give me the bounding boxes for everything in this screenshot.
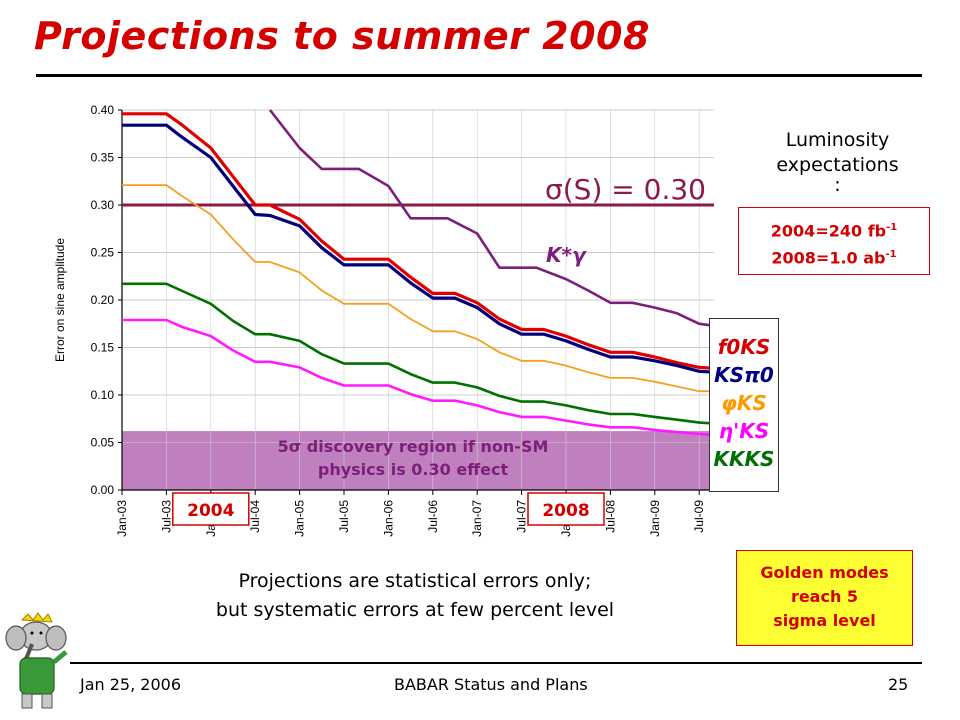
y-tick-label: 0.30 <box>91 198 115 212</box>
y-tick-label: 0.25 <box>91 246 115 260</box>
discovery-region-label-line2: physics is 0.30 effect <box>318 460 509 479</box>
golden-modes-box: Golden modes reach 5 sigma level <box>736 550 913 646</box>
x-tick-label: Jul-09 <box>692 500 706 533</box>
y-tick-label: 0.20 <box>91 293 115 307</box>
decay-modes-legend: f0KS KSπ0 φKS η'KS KKKS <box>709 318 779 492</box>
y-tick-label: 0.05 <box>91 436 115 450</box>
note-line1: Projections are statistical errors only; <box>238 570 592 592</box>
x-tick-label: Jul-04 <box>248 500 262 533</box>
series-line-etapks <box>122 318 715 437</box>
x-tick-label: Jan-06 <box>381 500 395 537</box>
mode-label: KKKS <box>713 447 775 471</box>
luminosity-box: 2004=240 fb-1 2008=1.0 ab-1 <box>738 207 930 275</box>
y-tick-label: 0.00 <box>91 483 115 497</box>
statistical-note: Projections are statistical errors only;… <box>120 567 710 625</box>
luminosity-2008: 2008=1.0 ab-1 <box>771 248 897 268</box>
x-tick-label: Jul-03 <box>159 500 173 533</box>
x-tick-label: Jan-07 <box>470 500 484 537</box>
footer-title: BABAR Status and Plans <box>394 675 588 694</box>
x-tick-label: Jul-05 <box>337 500 351 533</box>
x-tick-label: Jul-07 <box>515 500 529 533</box>
series-line-phiks <box>122 184 714 393</box>
discovery-region <box>122 431 714 490</box>
luminosity-2004: 2004=240 fb-1 <box>770 221 898 241</box>
error-projection-chart: 0.00 0.05 0.10 0.15 0.20 0.25 0.30 0.35 0.40 Jan-… <box>40 96 720 556</box>
threshold-label: σ(S) = 0.30 <box>545 173 706 206</box>
x-tick-label: Jan-09 <box>648 500 662 537</box>
mode-label: f0KS <box>717 335 771 359</box>
note-line2: but systematic errors at few percent lev… <box>215 599 615 621</box>
series-line-f0ks <box>122 112 715 370</box>
x-tick-label: Jul-08 <box>603 500 617 533</box>
year-marker-box <box>527 492 605 526</box>
y-tick-label: 0.35 <box>91 151 115 165</box>
year-marker-box <box>172 492 250 526</box>
title-rule <box>36 74 922 77</box>
series-annotation-kstar: K*γ <box>546 243 587 267</box>
year-marker-label: 2008 <box>542 501 589 521</box>
y-axis-label: Error on sine amplitude <box>53 238 67 362</box>
series-line-kstar <box>268 109 715 327</box>
golden-line2: reach 5 <box>790 587 859 606</box>
footer-date: Jan 25, 2006 <box>80 675 181 694</box>
mode-label: KSπ0 <box>714 363 774 387</box>
series-line-kkks <box>122 282 715 425</box>
babar-elephant-logo <box>5 612 68 709</box>
golden-line1: Golden modes <box>760 563 889 582</box>
footer-rule <box>70 662 922 664</box>
y-tick-label: 0.15 <box>91 341 115 355</box>
luminosity-title-line1: Luminosity <box>785 129 890 151</box>
y-tick-label: 0.40 <box>91 103 115 117</box>
page-number: 25 <box>888 675 909 694</box>
luminosity-title-line2: expectations <box>776 154 899 176</box>
series-line-kspi0 <box>122 123 715 374</box>
luminosity-title: Luminosity expectations : <box>735 128 940 196</box>
golden-line3: sigma level <box>773 611 876 630</box>
year-marker-label: 2004 <box>187 501 234 521</box>
mode-label: η'KS <box>718 419 770 443</box>
x-tick-label: Jul-06 <box>426 500 440 533</box>
luminosity-title-line3: : <box>834 174 841 196</box>
mode-label: φKS <box>721 391 767 415</box>
y-tick-label: 0.10 <box>91 388 115 402</box>
x-tick-label: Jan-03 <box>115 500 129 537</box>
x-tick-label: Jan-05 <box>293 500 307 537</box>
discovery-region-label-line1: 5σ discovery region if non-SM <box>278 437 549 456</box>
chart-svg: 0.00 0.05 0.10 0.15 0.20 0.25 0.30 0.35 0.40 Jan-… <box>53 103 715 537</box>
slide-title: Projections to summer 2008 <box>34 14 650 58</box>
